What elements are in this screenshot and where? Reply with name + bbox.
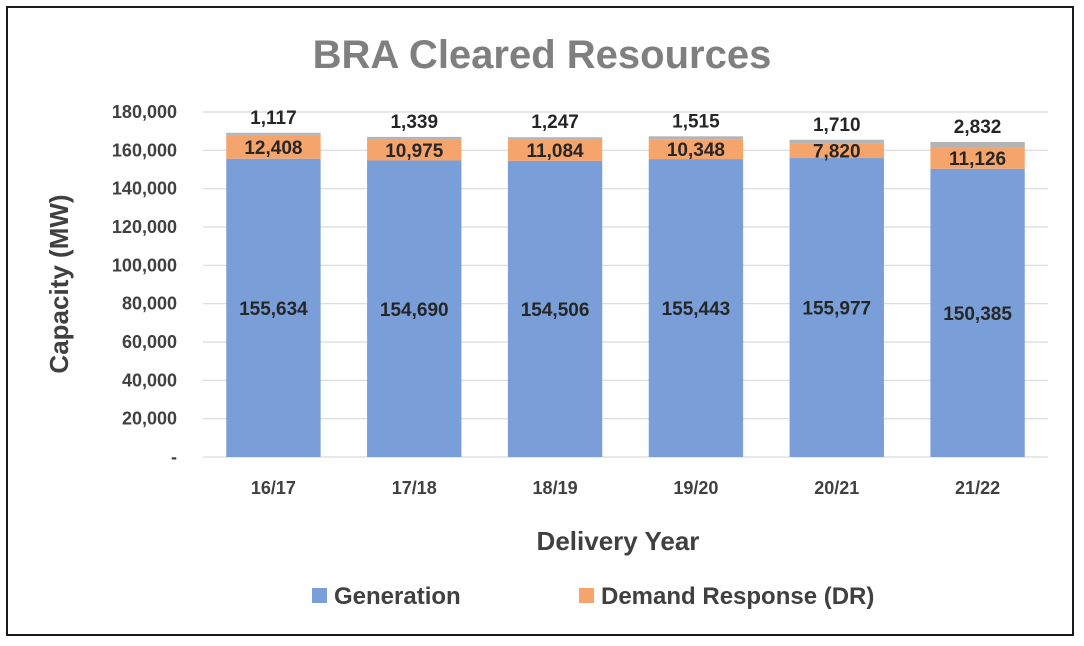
bar-segment-generation bbox=[789, 158, 884, 458]
bar-segment-demand-response bbox=[367, 139, 462, 161]
data-label: 7,820 bbox=[813, 142, 861, 163]
legend-label: Generation bbox=[334, 583, 461, 610]
data-label: 10,975 bbox=[385, 141, 444, 162]
data-label: 2,832 bbox=[954, 117, 1002, 138]
bar-segment-demand-response bbox=[226, 134, 321, 159]
bar-segment-demand-response bbox=[789, 143, 884, 159]
data-label: 154,506 bbox=[521, 300, 590, 321]
bar-segment-other bbox=[367, 136, 462, 140]
bar-segment-generation bbox=[226, 158, 321, 457]
bar-segment-other bbox=[789, 139, 884, 144]
data-label: 1,339 bbox=[390, 112, 438, 133]
bar-segment-other bbox=[930, 142, 1025, 148]
legend-swatch bbox=[579, 588, 594, 603]
legend: Generation Demand Response (DR) bbox=[312, 583, 874, 610]
x-tick-label: 20/21 bbox=[814, 478, 859, 498]
x-axis-title: Delivery Year bbox=[537, 526, 700, 556]
gridlines bbox=[203, 111, 1048, 458]
legend-label: Demand Response (DR) bbox=[601, 583, 874, 610]
x-tick-label: 19/20 bbox=[673, 478, 718, 498]
x-tick-label: 17/18 bbox=[392, 478, 437, 498]
data-label: 155,634 bbox=[239, 299, 308, 320]
bar-segment-demand-response bbox=[930, 147, 1025, 169]
y-tick-label: 40,000 bbox=[122, 370, 177, 390]
bar-segment-other bbox=[648, 136, 744, 140]
y-tick-label: 160,000 bbox=[112, 140, 177, 160]
y-tick-label: 60,000 bbox=[122, 332, 177, 352]
data-label: 150,385 bbox=[943, 304, 1012, 325]
x-tick-label: 21/22 bbox=[955, 478, 1000, 498]
x-tick-label: 16/17 bbox=[251, 478, 296, 498]
y-tick-label: 120,000 bbox=[112, 217, 177, 237]
bar-segment-demand-response bbox=[507, 139, 603, 161]
data-label: 10,348 bbox=[667, 140, 725, 161]
y-tick-label: 100,000 bbox=[112, 255, 177, 275]
data-label: 1,117 bbox=[250, 108, 297, 129]
data-labels: 155,634 12,408 1,117 154,690 10,975 1,339 154,… bbox=[239, 108, 1012, 325]
data-label: 12,408 bbox=[244, 138, 302, 159]
x-tick-label: 18/19 bbox=[533, 478, 578, 498]
data-label: 11,126 bbox=[949, 149, 1006, 170]
bar-segment-demand-response bbox=[648, 139, 744, 160]
bar-segment-other bbox=[226, 132, 321, 135]
bar-segment-generation bbox=[930, 168, 1025, 457]
x-axis-ticks: 16/17 17/18 18/19 19/20 20/21 21/22 bbox=[251, 478, 1000, 498]
y-tick-label: 80,000 bbox=[122, 294, 177, 314]
y-axis-ticks: - 20,000 40,000 60,000 80,000 100,000 120,000 1… bbox=[112, 102, 177, 467]
bar-segment-other bbox=[507, 137, 603, 140]
bar-segment-generation bbox=[648, 159, 744, 458]
y-axis-title: Capacity (MW) bbox=[44, 194, 74, 373]
data-label: 154,690 bbox=[380, 300, 449, 321]
bar-segment-generation bbox=[507, 160, 603, 457]
bars bbox=[226, 132, 1025, 458]
bar-segment-generation bbox=[367, 160, 462, 457]
y-tick-label: 140,000 bbox=[112, 179, 177, 199]
data-label: 1,515 bbox=[672, 111, 720, 132]
data-label: 1,710 bbox=[813, 115, 861, 136]
data-label: 1,247 bbox=[531, 112, 579, 133]
y-tick-label: 180,000 bbox=[112, 102, 177, 122]
data-label: 155,443 bbox=[662, 299, 731, 320]
y-tick-label: 20,000 bbox=[122, 409, 177, 429]
legend-swatch bbox=[312, 588, 327, 603]
chart-title: BRA Cleared Resources bbox=[313, 33, 772, 77]
data-label: 155,977 bbox=[802, 299, 871, 320]
data-label: 11,084 bbox=[527, 141, 584, 162]
y-tick-label: - bbox=[171, 447, 177, 467]
